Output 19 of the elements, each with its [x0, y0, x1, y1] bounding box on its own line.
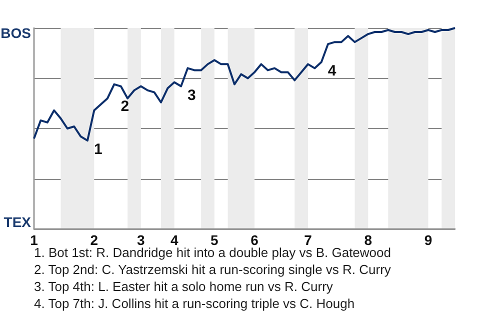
annotation: 4: [328, 62, 337, 80]
text: 3. Top 4th: L. Easter hit a solo home run vs R. Curry: [34, 278, 334, 295]
annotation: 2: [120, 98, 130, 115]
annotation: 3: [188, 86, 196, 104]
x-tick-label: 1: [30, 232, 38, 248]
text: 4. Top 7th: J. Collins hit a run-scoring triple vs C. Hough: [34, 295, 356, 312]
x-tick-label: 7: [304, 232, 312, 248]
text: BOS: [0, 25, 32, 41]
text: 2. Top 2nd: C. Yastrzemski hit a run-scoring single vs R. Curry: [34, 261, 391, 278]
x-tick-label: 8: [364, 232, 372, 248]
text: TEX: [4, 214, 32, 230]
x-tick-label: 9: [424, 232, 432, 248]
x-tick-label: 3: [137, 232, 146, 248]
x-tick-label: 4: [170, 232, 178, 248]
x-tick-label: 2: [90, 232, 98, 248]
annotation: 1: [94, 141, 102, 158]
x-tick-label: 5: [210, 232, 219, 248]
x-tick-label: 6: [250, 232, 259, 248]
text: 1. Bot 1st: R. Dandridge hit into a double play vs B. Gatewood: [34, 245, 391, 261]
